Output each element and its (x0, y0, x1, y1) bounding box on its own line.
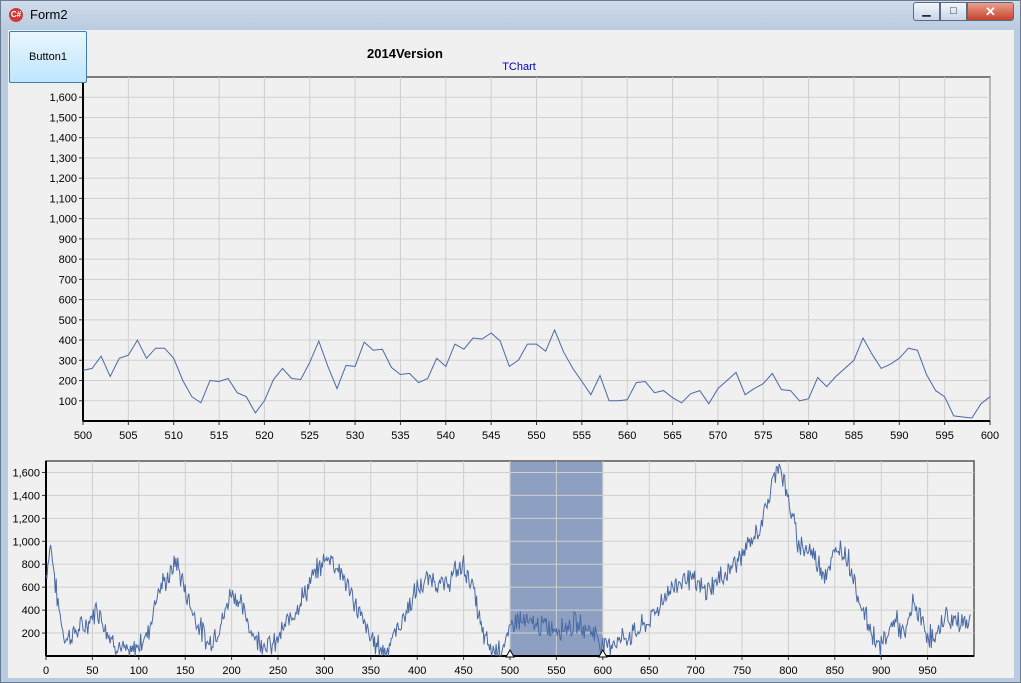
chart-title: 2014Version (367, 46, 443, 61)
x-tick-label: 525 (301, 430, 319, 442)
x-tick-label: 800 (779, 665, 797, 677)
y-tick-label: 1,400 (49, 133, 77, 145)
x-tick-label: 545 (482, 430, 500, 442)
minimize-button[interactable]: ▁ (913, 2, 940, 21)
minimize-icon: ▁ (922, 5, 931, 17)
maximize-button[interactable]: □ (940, 2, 967, 21)
x-tick-label: 550 (527, 430, 545, 442)
chart-subtitle: TChart (502, 61, 536, 73)
window-title: Form2 (30, 7, 68, 22)
x-tick-label: 0 (43, 665, 49, 677)
x-tick-label: 505 (119, 430, 137, 442)
csharp-app-icon[interactable]: C# (9, 8, 23, 22)
main-line-chart[interactable]: 500 505 510 515 520 525 530 535 540 545 550 555 560 5… (49, 76, 999, 442)
x-tick-label: 850 (826, 665, 844, 677)
range-handle-icon[interactable] (597, 648, 608, 658)
x-tick-label: 555 (573, 430, 591, 442)
y-tick-label: 1,600 (49, 92, 77, 104)
x-tick-label: 565 (663, 430, 681, 442)
charts-canvas: 2014Version TChart 500 505 510 515 520 525 530… (12, 46, 999, 677)
y-tick-label: 400 (59, 335, 77, 347)
form-client-area: 2014Version TChart 500 505 510 515 520 525 530… (8, 30, 1014, 678)
y-tick-label: 1,500 (49, 112, 77, 124)
x-tick-label: 450 (454, 665, 472, 677)
x-tick-label: 600 (594, 665, 612, 677)
y-tick-label: 1,600 (12, 467, 40, 479)
x-tick-label: 700 (686, 665, 704, 677)
title-bar[interactable]: C# Form2 ▁ □ ✕ (1, 1, 1020, 29)
x-tick-label: 350 (362, 665, 380, 677)
y-tick-label: 1,200 (49, 173, 77, 185)
x-tick-label: 600 (981, 430, 999, 442)
x-tick-label: 200 (222, 665, 240, 677)
x-tick-label: 100 (130, 665, 148, 677)
y-tick-label: 600 (22, 582, 40, 594)
x-tick-label: 560 (618, 430, 636, 442)
x-tick-label: 650 (640, 665, 658, 677)
x-tick-label: 500 (74, 430, 92, 442)
x-tick-label: 750 (733, 665, 751, 677)
y-tick-label: 200 (59, 376, 77, 388)
y-tick-label: 300 (59, 355, 77, 367)
x-tick-label: 570 (709, 430, 727, 442)
y-tick-label: 100 (59, 396, 77, 408)
x-tick-label: 510 (165, 430, 183, 442)
x-tick-label: 950 (918, 665, 936, 677)
close-button[interactable]: ✕ (967, 2, 1014, 21)
y-tick-label: 600 (59, 295, 77, 307)
y-tick-label: 400 (22, 605, 40, 617)
x-tick-label: 585 (845, 430, 863, 442)
y-tick-label: 800 (59, 254, 77, 266)
series-line (82, 328, 991, 419)
x-tick-label: 530 (346, 430, 364, 442)
close-icon: ✕ (985, 4, 996, 19)
x-tick-label: 520 (255, 430, 273, 442)
y-tick-label: 1,000 (12, 536, 40, 548)
y-tick-label: 1,300 (49, 153, 77, 165)
x-tick-label: 500 (501, 665, 519, 677)
x-tick-label: 595 (935, 430, 953, 442)
y-tick-label: 1,000 (49, 214, 77, 226)
x-tick-label: 540 (437, 430, 455, 442)
y-tick-label: 900 (59, 234, 77, 246)
y-tick-label: 1,400 (12, 490, 40, 502)
y-tick-label: 700 (59, 274, 77, 286)
x-tick-label: 590 (890, 430, 908, 442)
button1[interactable]: Button1 (9, 31, 87, 83)
x-tick-label: 580 (799, 430, 817, 442)
x-tick-label: 50 (86, 665, 98, 677)
y-tick-label: 1,100 (49, 193, 77, 205)
overview-line-chart[interactable]: 0 50 100 150 200 250 300 350 400 450 500 550 600 650 7… (12, 460, 975, 677)
series-line (45, 463, 971, 658)
maximize-icon: □ (950, 5, 957, 17)
range-handle-icon[interactable] (505, 648, 515, 658)
x-tick-label: 150 (176, 665, 194, 677)
x-tick-label: 535 (391, 430, 409, 442)
x-tick-label: 550 (547, 665, 565, 677)
y-tick-label: 1,200 (12, 513, 40, 525)
x-tick-label: 900 (872, 665, 890, 677)
x-tick-label: 250 (269, 665, 287, 677)
x-tick-label: 575 (754, 430, 772, 442)
y-tick-label: 800 (22, 559, 40, 571)
x-tick-label: 300 (315, 665, 333, 677)
y-tick-label: 200 (22, 628, 40, 640)
y-tick-label: 500 (59, 315, 77, 327)
x-tick-label: 400 (408, 665, 426, 677)
x-tick-label: 515 (210, 430, 228, 442)
